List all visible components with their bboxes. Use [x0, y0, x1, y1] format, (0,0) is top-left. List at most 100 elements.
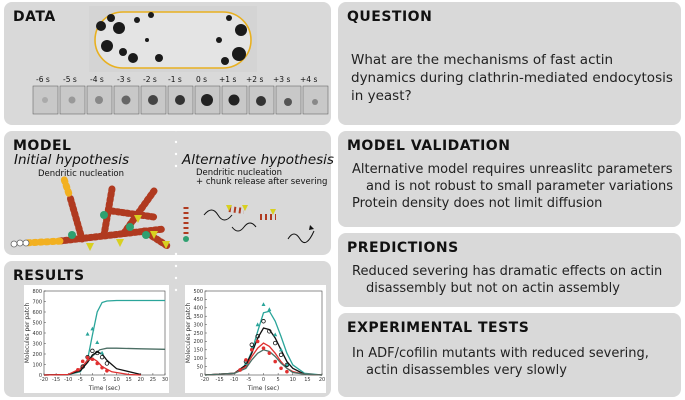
data-point — [244, 358, 248, 362]
data-point — [261, 319, 266, 324]
data-point — [250, 348, 254, 352]
data-point — [279, 347, 284, 352]
validation-line-1: Alternative model requires unreaslitc pa… — [352, 162, 673, 177]
data-point — [284, 362, 290, 368]
predictions-line-1: Reduced severing has dramatic effects on… — [352, 264, 663, 279]
data-point — [99, 354, 105, 360]
alt-hypothesis-title: Alternative hypothesis — [181, 152, 334, 168]
data-point — [261, 302, 266, 307]
x-tick-label: 25 — [150, 377, 156, 383]
results-chart-2-box: -20 -15 -10 -5 0 5 10 15 20 0 50 100 150 200 250 300 350… — [185, 285, 326, 393]
data-point — [284, 362, 289, 367]
time-label: -6 s — [36, 75, 50, 84]
data-point — [267, 351, 272, 355]
time-label: 0 s — [196, 75, 207, 84]
data-point — [90, 348, 95, 354]
x-tick-label: 20 — [319, 377, 325, 383]
data-point — [255, 322, 260, 327]
x-tick-label: -10 — [230, 377, 238, 383]
series-line — [43, 299, 165, 376]
x-tick-label: 20 — [138, 377, 144, 383]
data-point — [278, 352, 284, 358]
data-point — [80, 364, 85, 369]
data-point — [85, 331, 90, 336]
data-point — [85, 355, 90, 360]
y-tick-label: 250 — [193, 331, 203, 337]
data-point — [76, 367, 80, 372]
data-point — [267, 307, 272, 312]
time-label: -2 s — [143, 75, 157, 84]
data-point — [243, 361, 248, 365]
predictions-line-2: disassembly but not on actin assembly — [366, 281, 620, 296]
y-tick-label: 500 — [193, 289, 203, 295]
y-tick-label: 450 — [193, 297, 203, 303]
dotted-separator — [174, 128, 178, 292]
time-labels: -6 s -5 s -4 s -3 s -2 s -1 s 0 s +1 s +… — [36, 75, 317, 84]
x-tick-label: 15 — [304, 377, 310, 383]
y-tick-label: 800 — [32, 289, 42, 295]
x-tick-label: -5 — [246, 377, 251, 383]
time-label: +2 s — [246, 75, 263, 84]
model-validation-panel: MODEL VALIDATION Alternative model requi… — [338, 131, 681, 227]
y-tick-label: 100 — [193, 356, 203, 362]
x-tick-label: -15 — [52, 377, 60, 383]
x-axis-label: Time (sec) — [247, 385, 279, 392]
x-tick-label: -15 — [216, 377, 224, 383]
results-chart-1-box: -20 -15 -10 -5 0 5 10 15 20 25 30 0 100 200 300 400 500 6… — [24, 285, 169, 393]
tests-line-2: actin disassembles very slowly — [366, 363, 567, 378]
time-label: +4 s — [300, 75, 317, 84]
y-tick-label: 300 — [32, 341, 42, 347]
data-point — [238, 368, 242, 372]
y-tick-label: 50 — [197, 364, 203, 370]
x-axis-label: Time (sec) — [88, 385, 120, 392]
plot-frame — [43, 290, 166, 376]
experimental-tests-panel: EXPERIMENTAL TESTS In ADF/cofilin mutant… — [338, 313, 681, 397]
x-tick-label: -20 — [201, 377, 209, 383]
results-chart-1: -20 -15 -10 -5 0 5 10 15 20 25 3001002003004005006… — [24, 289, 168, 392]
experimental-tests-title: EXPERIMENTAL TESTS — [347, 320, 530, 336]
x-tick-label: 5 — [103, 377, 106, 383]
kymograph-frames — [32, 85, 329, 115]
data-point — [95, 361, 100, 366]
time-label: -4 s — [90, 75, 104, 84]
model-title: MODEL — [13, 138, 72, 154]
y-tick-label: 600 — [32, 310, 42, 316]
data-point — [285, 369, 289, 374]
question-title: QUESTION — [347, 9, 433, 25]
x-tick-label: -5 — [78, 377, 83, 383]
series-line — [204, 342, 323, 376]
series-line — [43, 357, 141, 376]
y-tick-label: 700 — [32, 299, 42, 305]
alt-hypothesis-subtitle-2: + chunk release after severing — [196, 177, 327, 187]
time-label: +3 s — [273, 75, 290, 84]
y-tick-label: 350 — [193, 314, 203, 320]
data-point — [104, 361, 110, 366]
question-panel: QUESTION What are the mechanisms of fast… — [338, 2, 681, 125]
data-point — [255, 339, 260, 344]
validation-line-3: Protein density does not limit diffusion — [352, 196, 603, 211]
data-point — [255, 334, 260, 339]
time-label: -1 s — [168, 75, 182, 84]
x-tick-label: 0 — [262, 377, 265, 383]
model-validation-text: Alternative model requires unreaslitc pa… — [352, 161, 677, 212]
dendritic-network-illustration — [10, 175, 173, 251]
data-point — [279, 366, 283, 371]
y-axis-label: Molecules per patch — [185, 303, 192, 364]
validation-line-2: and is not robust to small parameter var… — [366, 179, 673, 194]
x-tick-label: -20 — [40, 377, 48, 383]
experimental-tests-text: In ADF/cofilin mutants with reduced seve… — [352, 345, 677, 379]
data-point — [100, 350, 105, 355]
data-point — [95, 340, 100, 345]
time-label: -3 s — [117, 75, 131, 84]
x-tick-label: 30 — [162, 377, 168, 383]
data-point — [80, 359, 85, 364]
severing-illustration — [183, 205, 315, 244]
series-line — [43, 347, 166, 376]
model-panel: MODEL Initial hypothesis Dendritic nucle… — [4, 131, 334, 255]
y-tick-label: 400 — [32, 331, 42, 337]
y-tick-label: 0 — [39, 373, 42, 379]
data-point — [249, 342, 254, 347]
series-line — [43, 351, 141, 376]
initial-hypothesis-title: Initial hypothesis — [14, 152, 129, 168]
y-tick-label: 200 — [193, 339, 203, 345]
